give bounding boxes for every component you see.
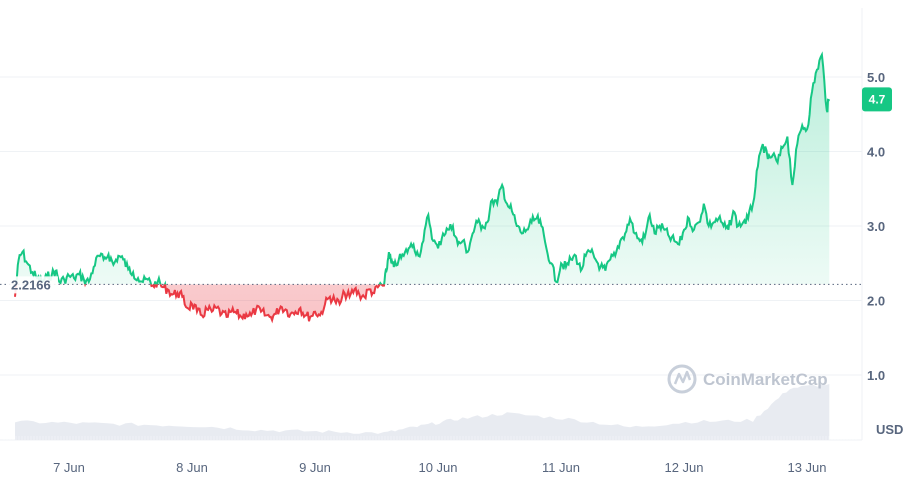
x-tick-label: 9 Jun bbox=[299, 460, 331, 475]
volume-fill bbox=[15, 384, 830, 440]
x-axis: 7 Jun 8 Jun 9 Jun 10 Jun 11 Jun 12 Jun 13 Jun bbox=[53, 460, 826, 475]
unit-label: USD bbox=[876, 422, 903, 437]
baseline-value-label: 2.2166 bbox=[11, 277, 51, 292]
y-tick-label: 5.0 bbox=[867, 70, 885, 85]
x-tick-label: 7 Jun bbox=[53, 460, 85, 475]
watermark-text: CoinMarketCap bbox=[703, 370, 828, 389]
current-price-value: 4.7 bbox=[869, 92, 886, 106]
y-axis: 1.0 2.0 3.0 4.0 5.0 bbox=[867, 70, 885, 383]
y-tick-label: 4.0 bbox=[867, 145, 885, 160]
baseline-label-group: 2.2166 bbox=[6, 276, 58, 294]
watermark: CoinMarketCap bbox=[667, 364, 828, 394]
x-tick-label: 13 Jun bbox=[787, 460, 826, 475]
coinmarketcap-logo-mark bbox=[673, 370, 692, 385]
area-below-baseline bbox=[15, 284, 830, 322]
area-above-baseline bbox=[16, 54, 830, 285]
coinmarketcap-logo-icon bbox=[667, 364, 697, 394]
current-price-badge bbox=[862, 87, 892, 112]
volume-area bbox=[3, 384, 857, 440]
y-tick-label: 1.0 bbox=[867, 368, 885, 383]
x-tick-label: 10 Jun bbox=[418, 460, 457, 475]
x-tick-label: 12 Jun bbox=[664, 460, 703, 475]
y-tick-label: 2.0 bbox=[867, 294, 885, 309]
x-tick-label: 8 Jun bbox=[176, 460, 208, 475]
price-line-up bbox=[15, 51, 831, 285]
x-tick-label: 11 Jun bbox=[542, 460, 580, 475]
y-tick-label: 3.0 bbox=[867, 219, 885, 234]
current-price-tag: 4.7 bbox=[862, 87, 892, 112]
